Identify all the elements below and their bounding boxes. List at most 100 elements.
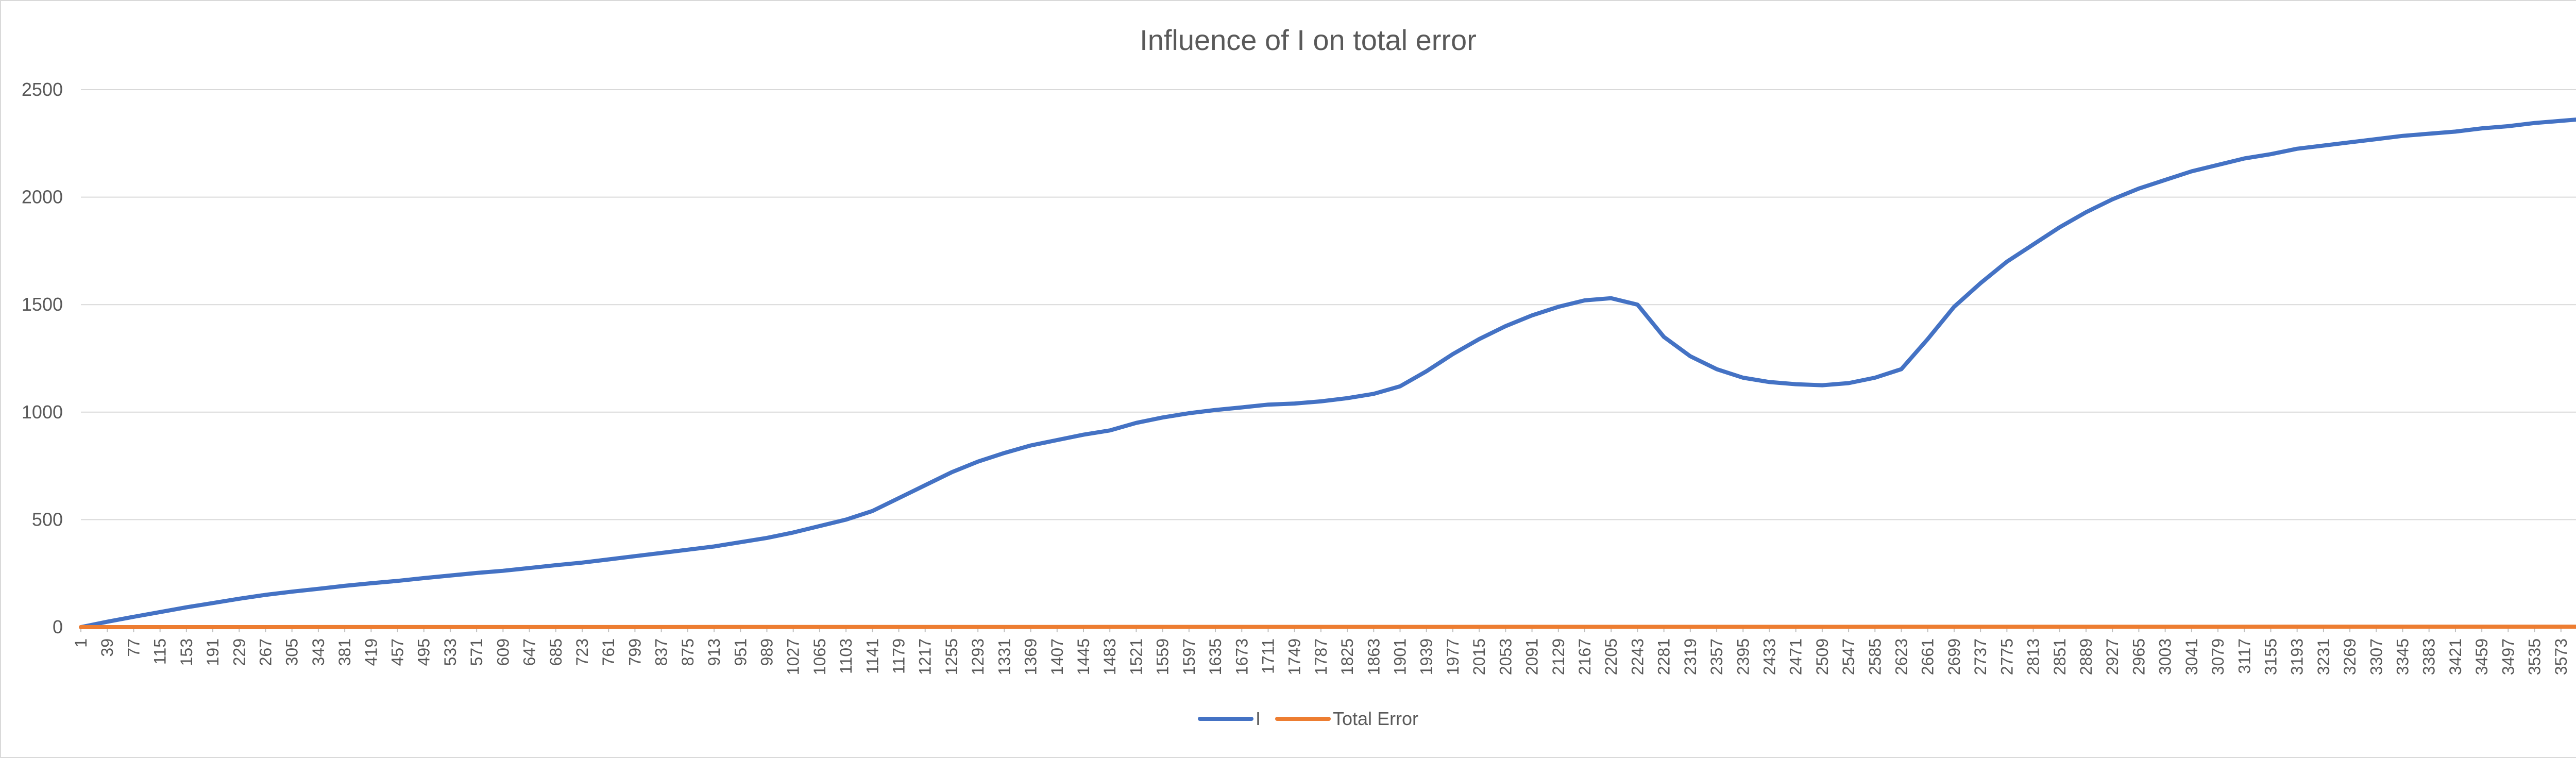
- x-tick-label: 2851: [2050, 638, 2069, 675]
- x-tick-label: 2395: [1734, 638, 1752, 675]
- x-tick-label: 2775: [1997, 638, 2016, 675]
- x-tick-label: 495: [415, 638, 433, 666]
- y-tick-label: 1500: [22, 294, 63, 315]
- x-tick-label: 1521: [1127, 638, 1145, 675]
- x-tick-label: 2129: [1549, 638, 1568, 675]
- x-tick-label: 1407: [1048, 638, 1066, 675]
- x-tick-label: 3041: [2182, 638, 2201, 675]
- x-tick-label: 3269: [2341, 638, 2359, 675]
- x-tick-label: 2737: [1971, 638, 1990, 675]
- x-tick-label: 77: [124, 638, 143, 657]
- x-tick-label: 229: [230, 638, 248, 666]
- x-tick-label: 115: [151, 638, 170, 665]
- x-tick-label: 1369: [1022, 638, 1040, 675]
- x-tick-label: 419: [362, 638, 380, 666]
- x-tick-label: 1179: [890, 638, 908, 674]
- x-tick-label: 2927: [2103, 638, 2122, 675]
- x-tick-label: 799: [625, 638, 644, 666]
- x-tick-label: 1711: [1259, 638, 1277, 674]
- x-tick-label: 1027: [784, 638, 803, 675]
- x-tick-label: 2205: [1602, 638, 1620, 675]
- x-tick-label: 3497: [2499, 638, 2517, 675]
- x-tick-label: 1825: [1338, 638, 1357, 675]
- x-tick-label: 1977: [1444, 638, 1462, 675]
- x-tick-label: 2091: [1523, 638, 1541, 675]
- x-tick-label: 3079: [2209, 638, 2227, 675]
- x-tick-label: 1559: [1154, 638, 1172, 675]
- x-tick-label: 989: [757, 638, 776, 666]
- x-tick-label: 3421: [2446, 638, 2465, 675]
- x-tick-label: 2813: [2024, 638, 2043, 675]
- x-tick-label: 3383: [2420, 638, 2438, 675]
- series-group: [79, 117, 2576, 629]
- x-tick-label: 1065: [810, 638, 829, 675]
- y-tick-label: 500: [32, 509, 63, 530]
- x-tick-label: 1673: [1232, 638, 1251, 675]
- x-tick-label: 609: [494, 638, 512, 666]
- x-tick-label: 1141: [863, 638, 882, 674]
- x-tick-label: 2699: [1945, 638, 1963, 675]
- x-tick-label: 1445: [1074, 638, 1093, 675]
- x-tick-label: 913: [705, 638, 723, 666]
- x-tick-label: 533: [441, 638, 460, 666]
- x-tick-label: 2547: [1839, 638, 1858, 675]
- y-tick-label: 0: [53, 616, 63, 637]
- series-line-i: [79, 117, 2576, 629]
- y-tick-label: 2000: [22, 187, 63, 208]
- y-axis: 0 500 1000 1500 2000 2500: [22, 79, 63, 637]
- x-tick-label: 39: [98, 638, 116, 657]
- x-tick-label: 2433: [1760, 638, 1778, 675]
- x-tick-label: 3307: [2367, 638, 2385, 675]
- x-tick-label: 3573: [2552, 638, 2570, 675]
- legend: I Total Error: [1198, 708, 1418, 729]
- chart-title: Influence of I on total error: [1140, 24, 1477, 56]
- x-tick-label: 2623: [1892, 638, 1911, 675]
- x-tick-label: 1863: [1364, 638, 1383, 675]
- x-tick-label: 3155: [2261, 638, 2280, 675]
- x-tick-label: 2357: [1707, 638, 1726, 675]
- x-tick-label: 381: [335, 638, 354, 666]
- x-tick-label: 837: [652, 638, 671, 666]
- x-tick-label: 1255: [942, 638, 961, 675]
- x-tick-label: 1749: [1285, 638, 1304, 675]
- x-tick-label: 2965: [2129, 638, 2148, 675]
- x-tick-label: 3193: [2288, 638, 2307, 675]
- x-tick-label: 723: [573, 638, 591, 666]
- x-tick-label: 343: [309, 638, 328, 666]
- x-tick-label: 153: [177, 638, 196, 666]
- x-tick-label: 2889: [2077, 638, 2095, 675]
- y-tick-label: 2500: [22, 79, 63, 100]
- x-tick-label: 1103: [837, 638, 855, 674]
- x-tick-label: 3459: [2472, 638, 2491, 675]
- x-tick-label: 2015: [1470, 638, 1488, 675]
- x-tick-label: 1293: [969, 638, 987, 675]
- x-tick-label: 3535: [2526, 638, 2544, 675]
- x-tick-label: 305: [283, 638, 301, 666]
- legend-label-i: I: [1256, 708, 1261, 729]
- x-tick-label: 761: [599, 638, 618, 666]
- x-tick-label: 3117: [2235, 638, 2253, 674]
- x-tick-label: 571: [467, 638, 486, 666]
- x-tick-label: 1635: [1206, 638, 1225, 675]
- x-tick-label: 2243: [1628, 638, 1647, 675]
- x-tick-label: 647: [520, 638, 539, 666]
- x-tick-label: 875: [679, 638, 697, 666]
- x-tick-label: 2509: [1813, 638, 1832, 675]
- x-tick-label: 3231: [2314, 638, 2333, 675]
- x-tick-label: 1331: [995, 638, 1013, 675]
- x-tick-label: 685: [547, 638, 565, 666]
- legend-label-total-error: Total Error: [1333, 708, 1418, 729]
- x-tick-label: 2167: [1575, 638, 1594, 675]
- x-tick-label: 2281: [1655, 638, 1673, 675]
- x-tick-label: 1483: [1100, 638, 1119, 675]
- x-tick-label: 1597: [1180, 638, 1198, 675]
- x-tick-label: 1: [72, 638, 90, 648]
- x-tick-label: 1787: [1312, 638, 1330, 675]
- x-tick-label: 2471: [1787, 638, 1805, 675]
- x-tick-label: 2661: [1919, 638, 1937, 675]
- y-tick-label: 1000: [22, 401, 63, 423]
- x-tick-label: 1217: [916, 638, 935, 675]
- x-tick-label: 3345: [2394, 638, 2412, 675]
